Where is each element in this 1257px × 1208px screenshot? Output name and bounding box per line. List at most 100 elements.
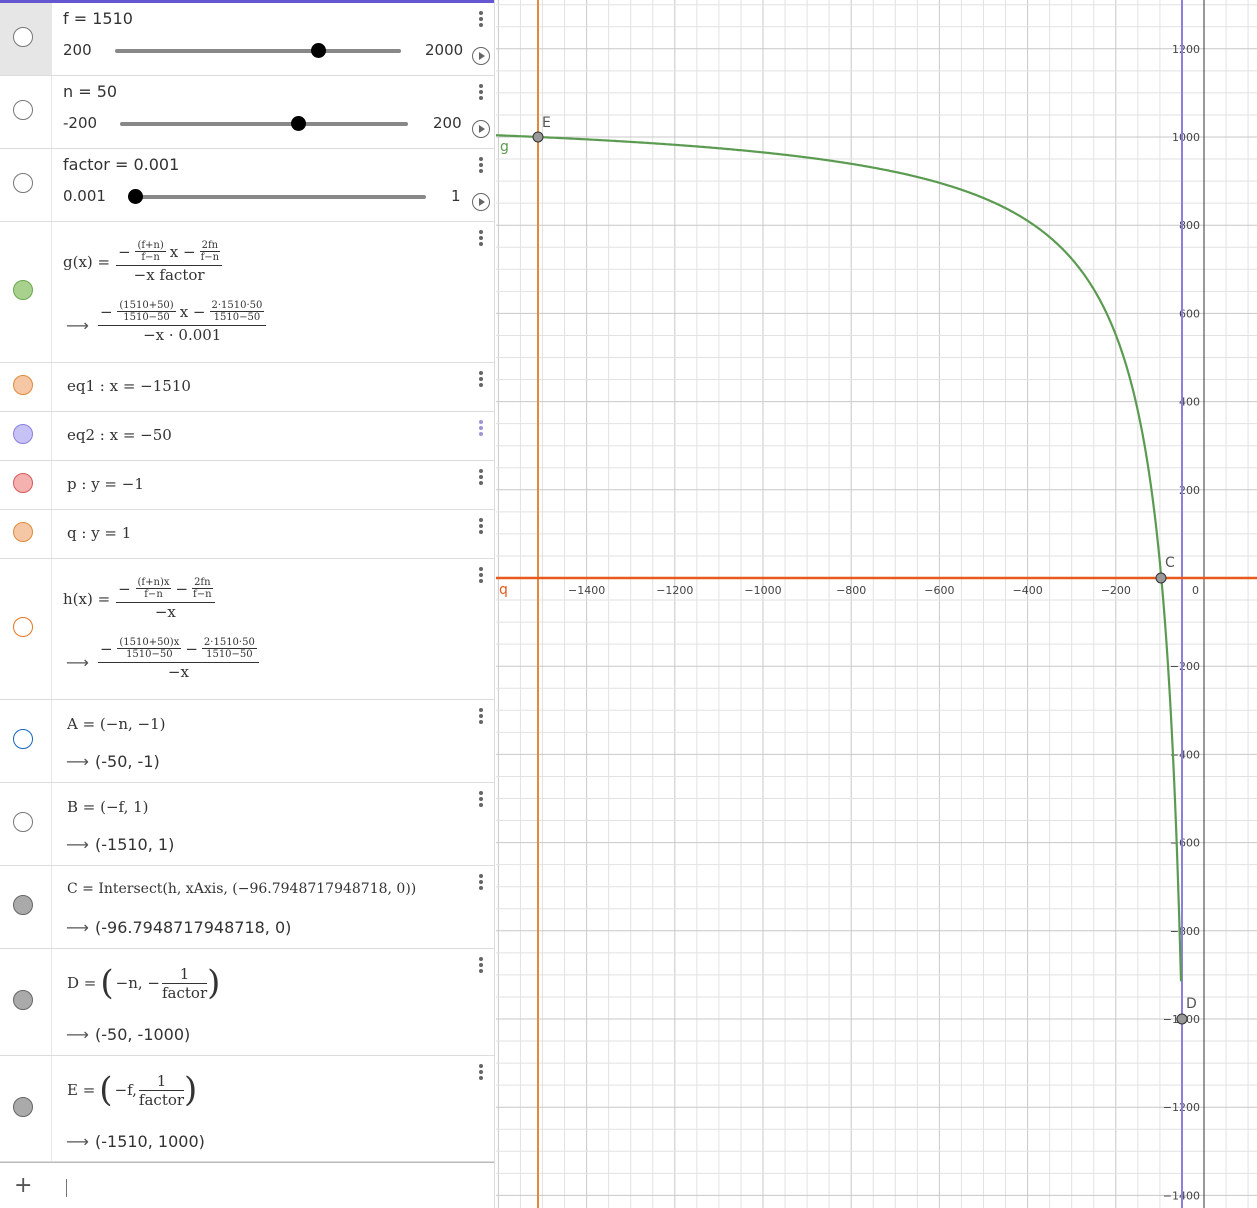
slider-min-factor: 0.001 <box>63 187 106 205</box>
more-menu-icon[interactable] <box>477 82 485 104</box>
play-icon[interactable] <box>472 120 490 138</box>
definition-D: D = ( −n, − 1 factor ) <box>67 963 221 1003</box>
x-tick-label: −200 <box>1101 584 1131 597</box>
y-tick-label: −400 <box>1170 748 1200 761</box>
equation-row-eq2[interactable]: eq2 : x = −50 <box>0 412 494 461</box>
definition-h: h(x) = − (f+n)x f−n − 2fn f−n −x <box>63 577 215 621</box>
more-menu-icon[interactable] <box>477 955 485 977</box>
slider-row-n[interactable]: n = 50 -200 200 <box>0 76 494 149</box>
more-menu-icon[interactable] <box>477 9 485 31</box>
visibility-toggle-p[interactable] <box>13 473 33 493</box>
point-C[interactable] <box>1155 572 1167 584</box>
y-tick-label: 800 <box>1179 219 1200 232</box>
more-menu-icon[interactable] <box>477 228 485 250</box>
y-tick-label: 400 <box>1179 396 1200 409</box>
x-tick-label: −1000 <box>744 584 781 597</box>
slider-handle-n[interactable] <box>291 116 306 131</box>
slider-label-factor: factor = 0.001 <box>63 155 180 174</box>
point-row-A[interactable]: A = (−n, −1) ⟶ (-50, -1) <box>0 700 494 783</box>
label-E: E <box>542 115 551 131</box>
more-menu-icon[interactable] <box>477 155 485 177</box>
curve-g[interactable] <box>496 134 1183 982</box>
slider-max-n: 200 <box>433 114 462 132</box>
plus-icon[interactable]: + <box>14 1173 33 1198</box>
more-menu-icon[interactable] <box>477 418 485 440</box>
tick-labels: −1400 −1200 −1000 −800 −600 −400 −200 0 1200 1000… <box>568 43 1200 1203</box>
visibility-toggle-eq1[interactable] <box>13 375 33 395</box>
grid <box>496 0 1257 1208</box>
result-arrow: ⟶ <box>66 835 89 854</box>
visibility-toggle-g[interactable] <box>13 280 33 300</box>
slider-handle-f[interactable] <box>311 43 326 58</box>
visibility-toggle-n[interactable] <box>13 100 33 120</box>
point-E[interactable] <box>532 131 544 143</box>
algebra-view: f = 1510 200 2000 n = 50 -200 200 factor… <box>0 0 495 1208</box>
slider-track-n[interactable] <box>120 122 408 126</box>
label-q: q <box>499 582 508 598</box>
equation-row-q[interactable]: q : y = 1 <box>0 510 494 559</box>
play-icon[interactable] <box>472 47 490 65</box>
function-row-g[interactable]: g(x) = − (f+n) f−n x − 2fn f−n −x factor ⟶… <box>0 222 494 363</box>
definition-C: C = Intersect(h, xAxis, (−96.79487179487… <box>67 881 417 897</box>
visibility-toggle-q[interactable] <box>13 522 33 542</box>
slider-min-n: -200 <box>63 114 98 132</box>
definition-E: E = ( −f, 1 factor ) <box>67 1070 198 1110</box>
slider-row-factor[interactable]: factor = 0.001 0.001 1 <box>0 149 494 222</box>
value-g: − (1510+50) 1510−50 x − 2·1510·50 1510−50 … <box>98 300 267 344</box>
visibility-toggle-f[interactable] <box>13 27 33 47</box>
visibility-toggle-E[interactable] <box>13 1097 33 1117</box>
definition-q: q : y = 1 <box>67 524 132 542</box>
value-A: (-50, -1) <box>95 752 160 771</box>
visibility-toggle-D[interactable] <box>13 990 33 1010</box>
slider-track-factor[interactable] <box>136 195 426 199</box>
more-menu-icon[interactable] <box>477 789 485 811</box>
value-E: (-1510, 1000) <box>95 1132 205 1151</box>
graph-canvas[interactable]: −1400 −1200 −1000 −800 −600 −400 −200 0 1200 1000… <box>496 0 1257 1208</box>
slider-handle-factor[interactable] <box>128 189 143 204</box>
definition-A: A = (−n, −1) <box>67 715 166 733</box>
result-arrow: ⟶ <box>66 1132 89 1151</box>
point-row-E[interactable]: E = ( −f, 1 factor ) ⟶ (-1510, 1000) <box>0 1056 494 1162</box>
equation-row-p[interactable]: p : y = −1 <box>0 461 494 510</box>
visibility-toggle-A[interactable] <box>13 729 33 749</box>
text-caret <box>66 1179 67 1197</box>
more-menu-icon[interactable] <box>477 565 485 587</box>
definition-p: p : y = −1 <box>67 475 144 493</box>
play-icon[interactable] <box>472 193 490 211</box>
definition-eq2: eq2 : x = −50 <box>67 426 172 444</box>
x-tick-label: 0 <box>1192 584 1199 597</box>
slider-row-f[interactable]: f = 1510 200 2000 <box>0 3 494 76</box>
visibility-toggle-B[interactable] <box>13 812 33 832</box>
label-g: g <box>500 139 509 155</box>
visibility-toggle-h[interactable] <box>13 617 33 637</box>
more-menu-icon[interactable] <box>477 369 485 391</box>
more-menu-icon[interactable] <box>477 1062 485 1084</box>
more-menu-icon[interactable] <box>477 516 485 538</box>
value-B: (-1510, 1) <box>95 835 175 854</box>
point-row-C[interactable]: C = Intersect(h, xAxis, (−96.79487179487… <box>0 866 494 949</box>
more-menu-icon[interactable] <box>477 706 485 728</box>
more-menu-icon[interactable] <box>477 872 485 894</box>
function-row-h[interactable]: h(x) = − (f+n)x f−n − 2fn f−n −x ⟶ − (1510… <box>0 559 494 700</box>
more-menu-icon[interactable] <box>477 467 485 489</box>
definition-g: g(x) = − (f+n) f−n x − 2fn f−n −x factor <box>63 240 223 284</box>
graphics-view[interactable]: −1400 −1200 −1000 −800 −600 −400 −200 0 1200 1000… <box>496 0 1257 1208</box>
input-bar[interactable]: + <box>0 1162 494 1208</box>
y-tick-label: −200 <box>1170 660 1200 673</box>
point-row-D[interactable]: D = ( −n, − 1 factor ) ⟶ (-50, -1000) <box>0 949 494 1056</box>
algebra-top-accent <box>0 0 494 3</box>
slider-label-n: n = 50 <box>63 82 118 101</box>
visibility-toggle-eq2[interactable] <box>13 424 33 444</box>
result-arrow: ⟶ <box>66 1025 89 1044</box>
visibility-toggle-C[interactable] <box>13 895 33 915</box>
slider-track-f[interactable] <box>115 49 401 53</box>
y-tick-label: 600 <box>1179 307 1200 320</box>
visibility-toggle-factor[interactable] <box>13 173 33 193</box>
point-row-B[interactable]: B = (−f, 1) ⟶ (-1510, 1) <box>0 783 494 866</box>
x-tick-label: −1400 <box>568 584 605 597</box>
result-arrow: ⟶ <box>66 918 89 937</box>
y-tick-label: −800 <box>1170 925 1200 938</box>
slider-max-factor: 1 <box>451 187 461 205</box>
point-D[interactable] <box>1176 1013 1188 1025</box>
equation-row-eq1[interactable]: eq1 : x = −1510 <box>0 363 494 412</box>
